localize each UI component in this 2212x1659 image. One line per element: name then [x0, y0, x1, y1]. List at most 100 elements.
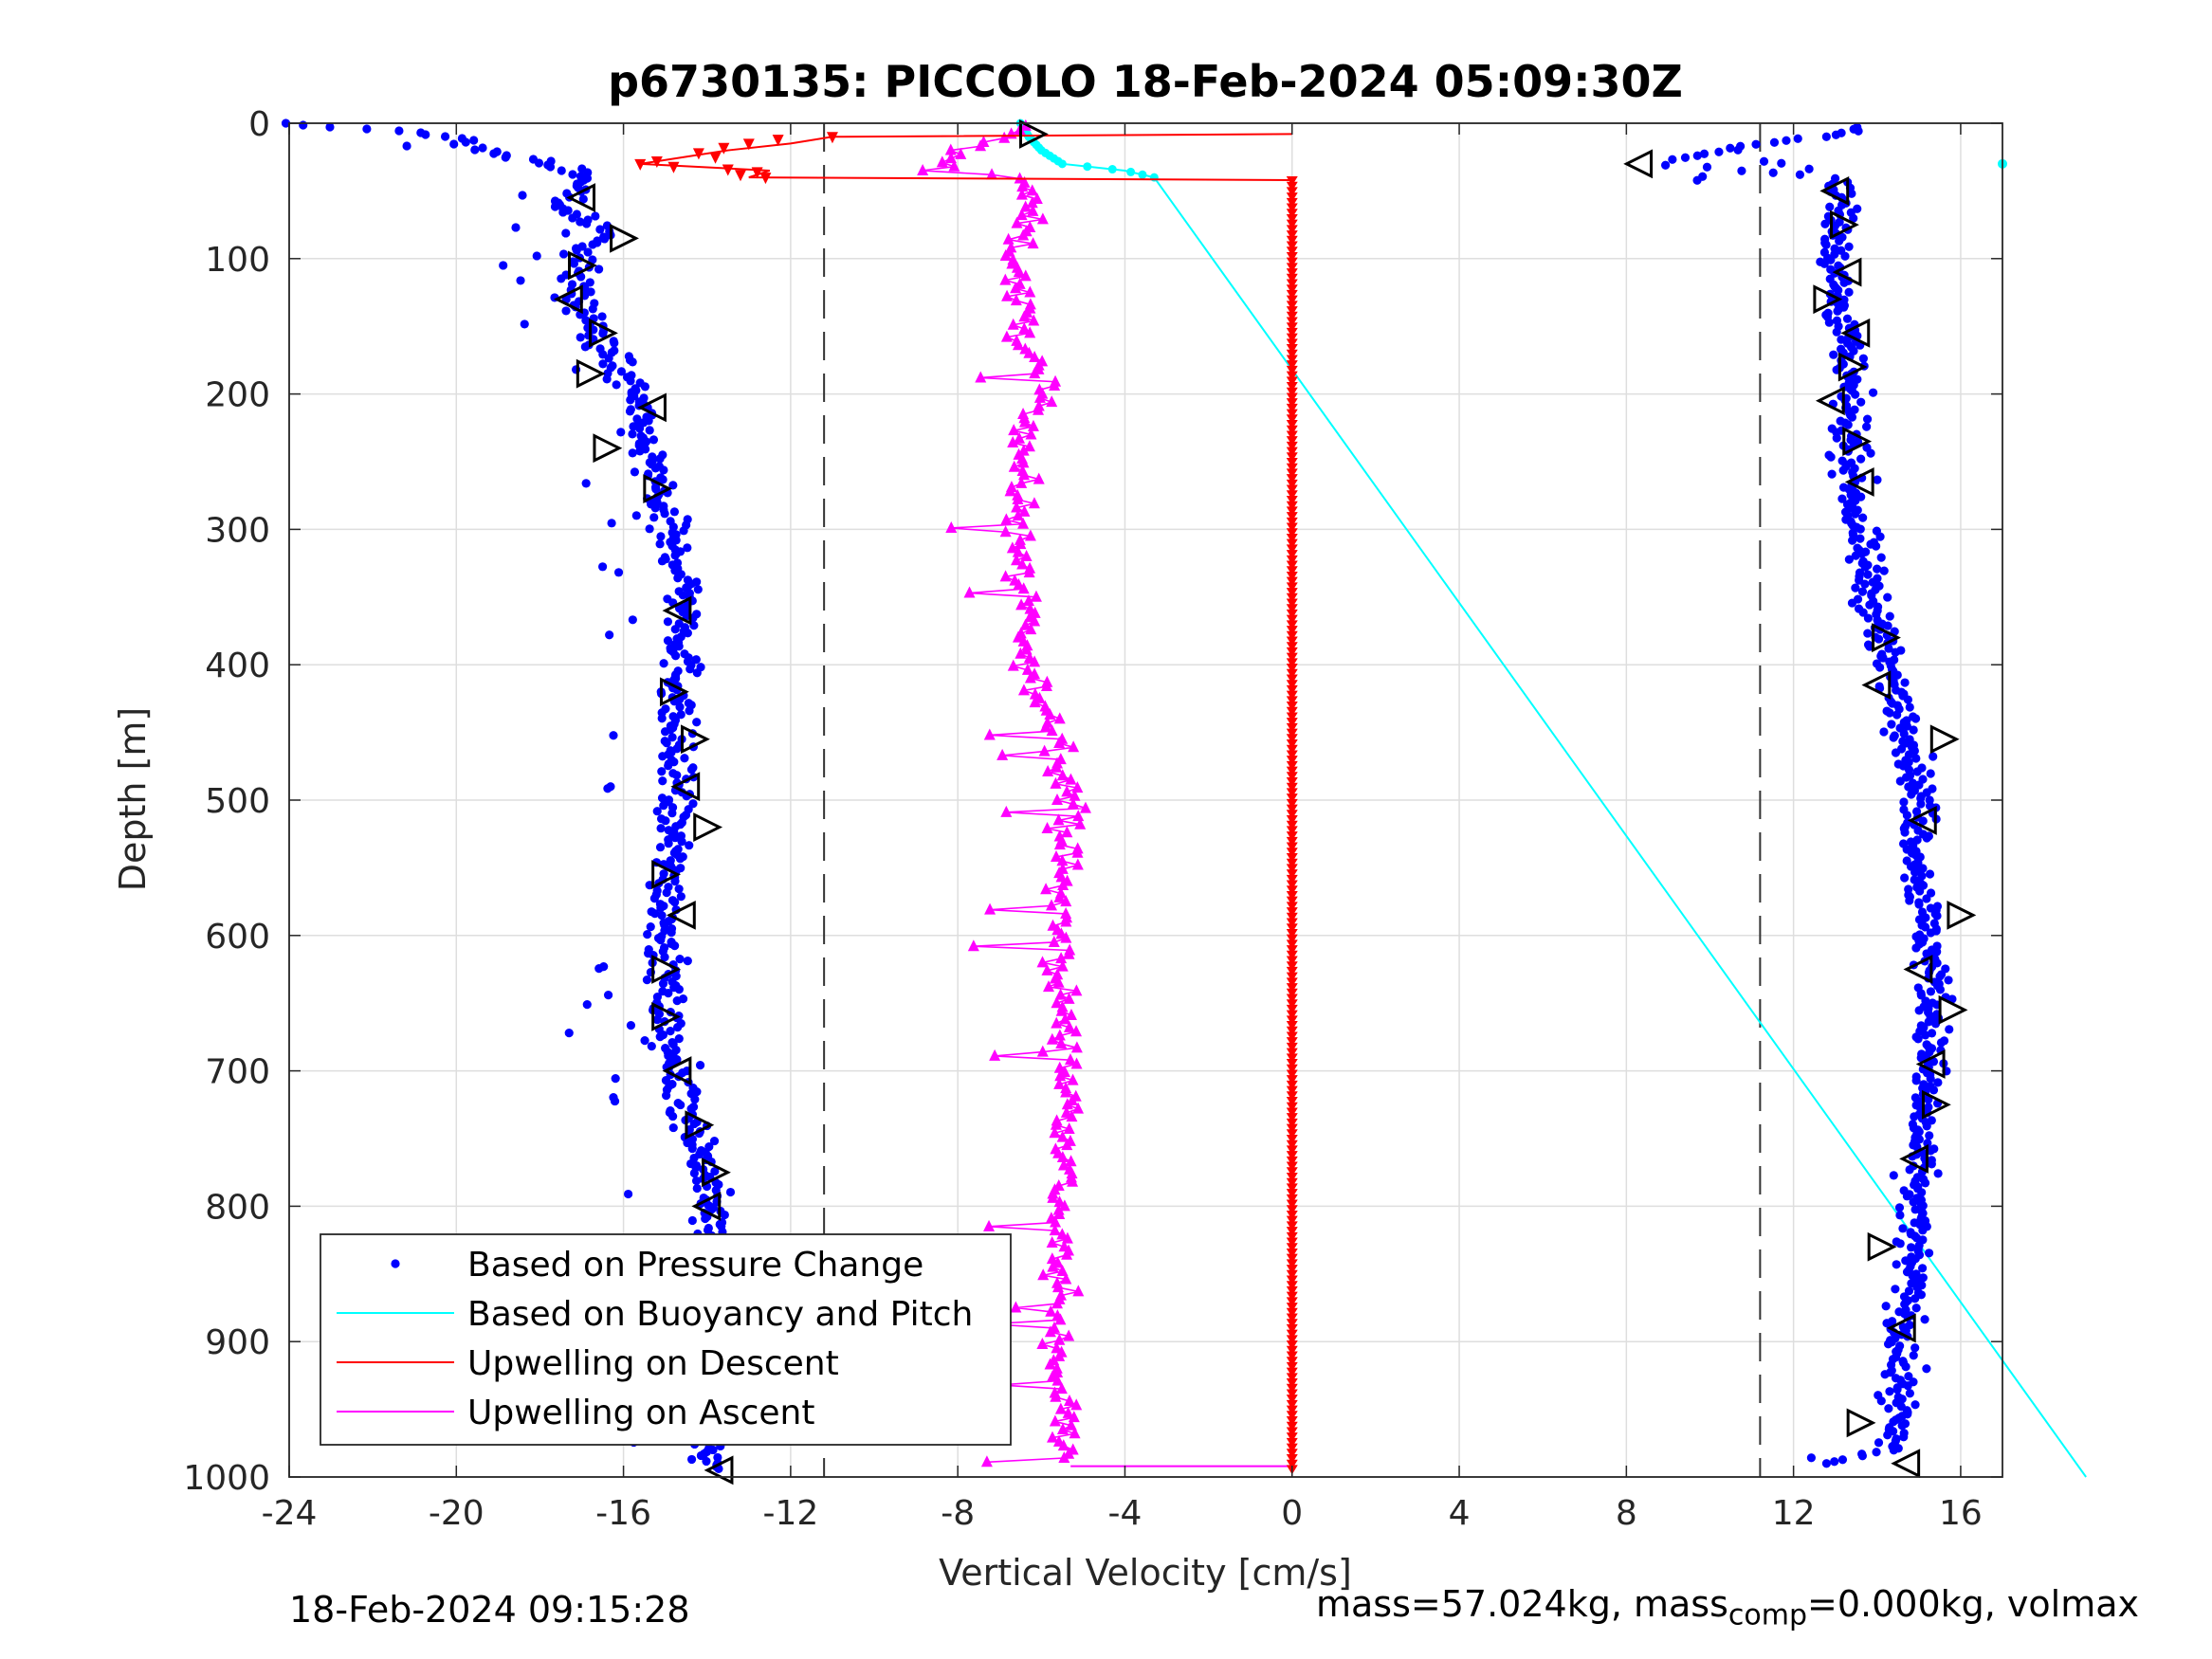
pressure-change-point [1914, 1006, 1924, 1015]
upwelling-descent-marker [1286, 1411, 1298, 1421]
upwelling-ascent-marker [1070, 1041, 1083, 1053]
pressure-change-point [683, 543, 692, 553]
pressure-change-point [1923, 1139, 1932, 1148]
upwelling-descent-marker [1286, 333, 1298, 343]
axes: -24 -20 -16 -12 -8 -4 0 4 8 12 16 0 100 200 300 400 500 6… [183, 105, 2003, 1533]
upwelling-descent-marker [1286, 1373, 1298, 1383]
pressure-change-point [1936, 1038, 1947, 1048]
upwelling-ascent-marker [1065, 773, 1077, 785]
glider-triangle-marker [1903, 955, 1933, 984]
upwelling-descent-marker [1286, 1048, 1298, 1058]
pressure-change-point [640, 1036, 649, 1046]
pressure-change-point [511, 223, 521, 232]
upwelling-ascent-marker [1010, 282, 1022, 294]
pressure-change-point [604, 354, 613, 363]
pressure-change-point [710, 1166, 720, 1176]
upwelling-ascent-marker [1004, 484, 1016, 497]
pressure-change-point [501, 153, 510, 162]
upwelling-descent-marker [1286, 1303, 1298, 1313]
upwelling-descent-marker [1286, 1167, 1298, 1177]
upwelling-descent-marker [1286, 988, 1298, 998]
pressure-change-point [1903, 1381, 1912, 1391]
upwelling-descent-marker [1286, 782, 1298, 793]
upwelling-descent-marker [1286, 219, 1298, 229]
pressure-change-point [299, 120, 308, 130]
upwelling-descent-marker [1286, 1059, 1298, 1069]
upwelling-descent-marker [1286, 961, 1298, 972]
upwelling-descent-marker [1286, 750, 1298, 760]
pressure-change-point [588, 240, 597, 249]
upwelling-descent-marker [1286, 452, 1298, 463]
upwelling-ascent-marker [1012, 630, 1024, 643]
pressure-change-point [594, 264, 604, 274]
pressure-change-point [707, 1204, 717, 1214]
upwelling-descent-marker [1286, 560, 1298, 571]
pressure-change-point [578, 194, 588, 204]
pressure-change-point [1910, 1400, 1920, 1410]
pressure-change-point [1918, 1226, 1928, 1235]
pressure-change-point [1895, 776, 1905, 786]
pressure-change-point [701, 1213, 710, 1224]
pressure-change-point [1858, 354, 1868, 363]
pressure-change-point [1883, 592, 1892, 602]
pressure-change-point [1768, 168, 1778, 177]
upwelling-ascent-marker [1070, 1025, 1083, 1037]
upwelling-descent-marker [1286, 880, 1298, 890]
pressure-change-point [1891, 647, 1900, 657]
upwelling-ascent-marker [1015, 188, 1028, 200]
upwelling-descent-marker [1286, 376, 1298, 387]
pressure-change-point [1863, 613, 1874, 623]
pressure-change-point [1910, 1112, 1919, 1121]
upwelling-ascent-marker [1013, 265, 1025, 278]
upwelling-ascent-marker [1051, 793, 1063, 805]
upwelling-ascent-marker [1033, 403, 1045, 415]
pressure-change-point [1889, 733, 1898, 742]
upwelling-ascent-marker [1007, 436, 1019, 448]
pressure-change-point [1865, 600, 1874, 610]
x-tick-label: 8 [1616, 1494, 1637, 1533]
pressure-change-point [1903, 695, 1913, 704]
pressure-change-point [659, 801, 668, 811]
upwelling-descent-marker [1286, 1443, 1298, 1453]
upwelling-descent-marker [1286, 501, 1298, 511]
pressure-change-point [1945, 1025, 1954, 1034]
upwelling-descent-marker [734, 170, 746, 182]
upwelling-descent-marker [1286, 213, 1298, 224]
upwelling-ascent-marker [1000, 805, 1013, 817]
upwelling-ascent-marker [1007, 318, 1019, 330]
upwelling-descent-marker [1286, 1102, 1298, 1112]
pressure-change-point [1918, 816, 1928, 826]
upwelling-descent-marker [1286, 890, 1298, 901]
upwelling-ascent-marker [1016, 557, 1029, 570]
upwelling-ascent-marker [1015, 647, 1027, 659]
upwelling-ascent-marker [944, 143, 957, 155]
upwelling-ascent-marker [1064, 1395, 1076, 1407]
pressure-change-point [1929, 1085, 1939, 1095]
upwelling-ascent-marker [1050, 849, 1062, 862]
upwelling-descent-marker [650, 155, 663, 168]
upwelling-descent-marker [1286, 609, 1298, 619]
upwelling-ascent-marker [1022, 594, 1034, 607]
pressure-change-point [1925, 869, 1935, 879]
pressure-change-point [1857, 587, 1868, 596]
pressure-change-point [564, 1029, 574, 1038]
upwelling-descent-marker [759, 173, 772, 185]
upwelling-descent-marker [1286, 994, 1298, 1004]
pressure-change-point [558, 249, 569, 259]
glider-triangle-marker [1623, 149, 1654, 179]
upwelling-ascent-marker [983, 1219, 996, 1231]
y-tick-label: 500 [205, 782, 270, 821]
pressure-change-point [1837, 1455, 1848, 1465]
upwelling-descent-marker [1286, 263, 1298, 273]
upwelling-ascent-marker [1024, 285, 1036, 298]
upwelling-descent-marker [1286, 972, 1298, 982]
upwelling-descent-marker [667, 161, 680, 173]
y-tick-label: 300 [205, 511, 270, 550]
upwelling-ascent-marker [1036, 212, 1049, 225]
upwelling-descent-marker [1286, 317, 1298, 327]
upwelling-descent-marker [1286, 1139, 1298, 1150]
upwelling-descent-marker [1286, 604, 1298, 614]
glider-triangle-marker [1921, 1089, 1951, 1120]
glider-triangle-marker [1886, 1313, 1916, 1343]
pressure-change-point [679, 526, 688, 536]
